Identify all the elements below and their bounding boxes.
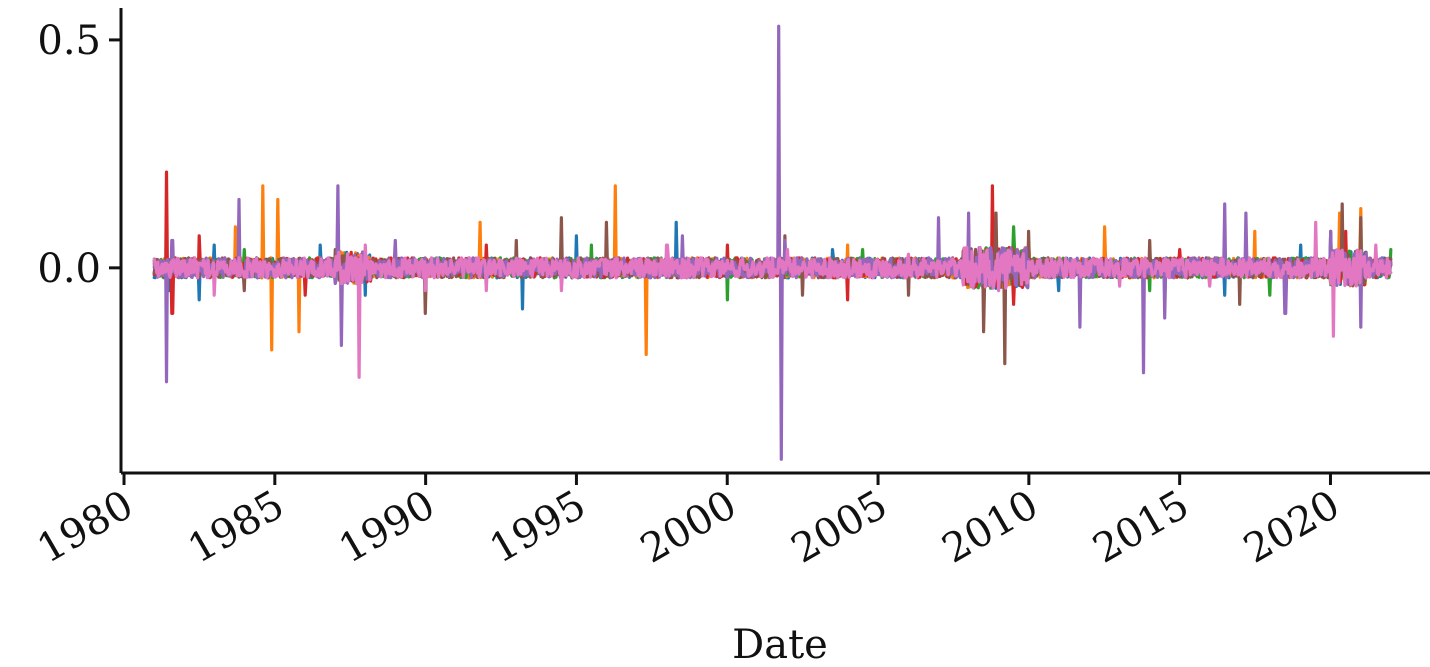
x-tick-label: 2015 [1086, 482, 1197, 573]
series-line-6 [152, 24, 1393, 461]
axes-layer [119, 8, 1430, 475]
x-tick-label: 1990 [331, 482, 442, 573]
x-tick-label: 2005 [784, 482, 895, 573]
series-line-7 [152, 220, 1393, 379]
y-tick-label: 0.5 [37, 18, 101, 64]
x-tick-label: 2010 [935, 482, 1046, 573]
x-tick-label: 1980 [30, 482, 141, 573]
x-tick-label: 2000 [633, 482, 744, 573]
x-axis-title: Date [732, 622, 828, 667]
x-tick-label: 2020 [1236, 482, 1347, 573]
x-tick-layer: 1980 1985 1990 1995 2000 2005 2010 2015 2020 [30, 473, 1347, 573]
y-tick-label: 0.0 [37, 246, 101, 292]
x-tick-label: 1995 [482, 482, 593, 573]
y-tick-layer: 0.0 0.5 [37, 18, 121, 292]
x-tick-label: 1985 [181, 482, 292, 573]
series-layer [152, 24, 1393, 461]
